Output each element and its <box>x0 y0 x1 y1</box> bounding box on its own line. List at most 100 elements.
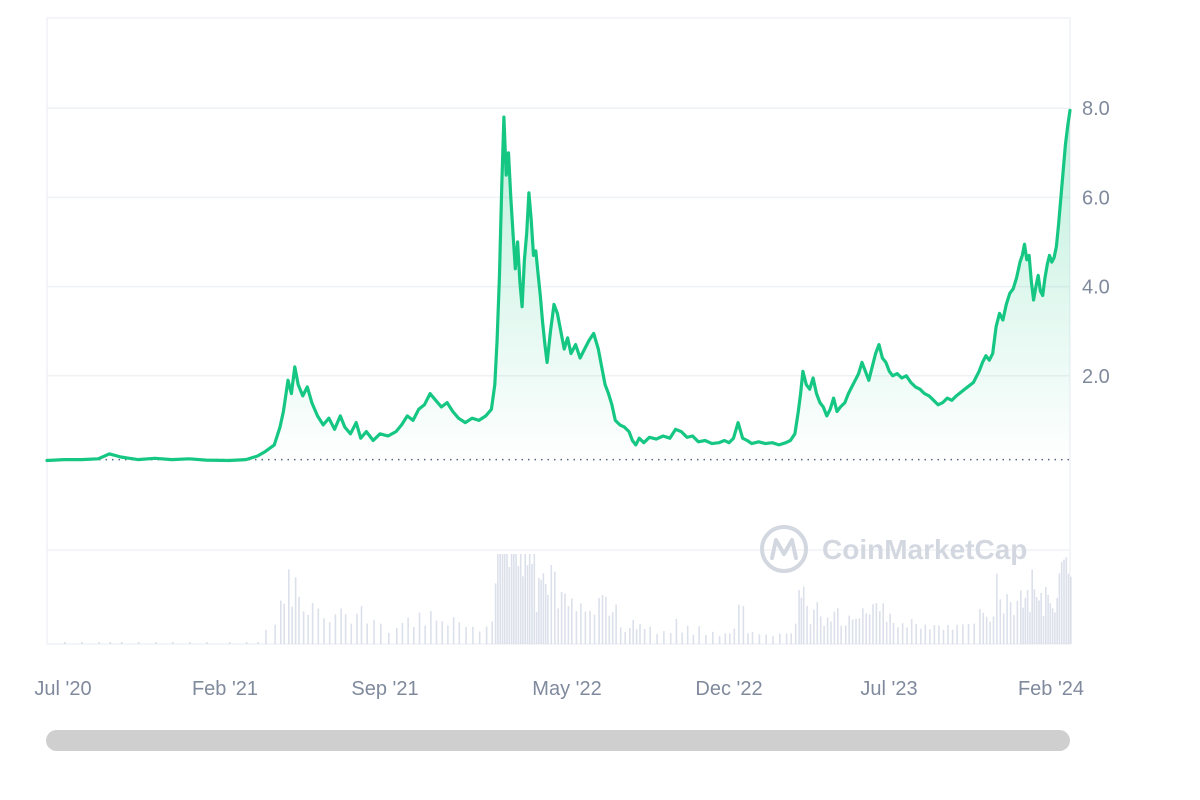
price-area <box>47 110 1070 466</box>
volume-bar <box>692 634 695 644</box>
volume-bar <box>503 554 506 644</box>
volume-bar <box>1049 603 1052 644</box>
volume-bar <box>656 634 658 644</box>
volume-bar <box>669 633 672 644</box>
volume-bar <box>635 629 638 644</box>
volume-bar <box>447 625 449 644</box>
volume-bar <box>985 616 988 644</box>
volume-bar <box>1042 615 1045 644</box>
volume-bar <box>1022 607 1024 644</box>
volume-bar <box>938 625 940 644</box>
volume-bar <box>933 625 936 644</box>
volume-bar <box>540 579 542 644</box>
volume-bar <box>494 583 497 644</box>
volume-bar <box>98 642 100 644</box>
volume-bar <box>1020 590 1022 644</box>
volume-bar <box>956 624 958 644</box>
volume-bar <box>742 606 745 644</box>
volume-bar <box>826 617 829 644</box>
volume-bar <box>452 617 455 644</box>
volume-bar <box>999 599 1002 644</box>
volume-bar <box>274 624 276 644</box>
volume-bar <box>288 569 290 644</box>
x-tick-label: Jul '20 <box>34 678 91 700</box>
volume-bar <box>257 642 259 644</box>
x-tick-label: Dec '22 <box>695 678 762 700</box>
volume-bar <box>989 621 991 644</box>
volume-bar <box>611 612 614 644</box>
volume-bar <box>865 613 867 644</box>
volume-bar <box>265 629 267 644</box>
volume-bar <box>564 593 566 644</box>
volume-bar <box>81 642 83 644</box>
volume-bar <box>875 603 878 644</box>
volume-bar <box>1070 576 1072 644</box>
volume-bar <box>681 632 683 644</box>
volume-bar <box>340 608 342 644</box>
volume-bar <box>973 623 975 644</box>
volume-bar <box>601 595 604 644</box>
volume-bar <box>698 626 700 644</box>
volume-bar <box>840 625 842 644</box>
volume-bar <box>109 642 112 644</box>
volume-bar <box>373 619 375 644</box>
volume-bar <box>64 642 66 644</box>
volume-bar <box>560 592 563 644</box>
volume-bar <box>1038 600 1040 644</box>
volume-bar <box>513 554 515 644</box>
volume-bar <box>868 614 871 644</box>
volume-bar <box>589 610 591 644</box>
volume-bar <box>765 634 767 644</box>
volume-bar <box>533 554 536 644</box>
volume-bar <box>951 629 954 644</box>
volume-bar <box>1029 612 1031 644</box>
volume-bar <box>334 614 337 644</box>
volume-bar <box>344 614 347 644</box>
volume-bar <box>1026 590 1029 644</box>
volume-bar <box>897 627 899 644</box>
volume-bar <box>519 554 522 644</box>
volume-bar <box>733 628 736 644</box>
volume-bar <box>649 626 651 644</box>
volume-bar <box>758 634 761 644</box>
volume-bar <box>1002 613 1005 644</box>
volume-bar <box>567 606 570 644</box>
volume-bar <box>542 573 545 644</box>
volume-bar <box>360 606 363 644</box>
volume-bar <box>1063 559 1065 644</box>
volume-bar <box>833 611 836 644</box>
volume-bar <box>120 642 123 644</box>
scrollbar-thumb[interactable] <box>46 730 1070 751</box>
volume-bar <box>302 611 305 644</box>
volume-bar <box>712 631 714 644</box>
volume-bar <box>401 622 404 644</box>
volume-bar <box>1035 597 1038 644</box>
volume-bar <box>280 600 282 644</box>
volume-bar <box>323 618 325 644</box>
volume-bar <box>1013 615 1015 644</box>
y-tick-label: 6.0 <box>1082 187 1110 209</box>
volume-bar <box>830 621 832 644</box>
volume-bar <box>962 624 964 644</box>
volume-bar <box>388 632 390 644</box>
volume-bar <box>837 608 839 644</box>
volume-bar <box>823 625 825 644</box>
volume-bar <box>729 633 731 644</box>
volume-bar <box>485 626 488 644</box>
volume-bar <box>554 571 556 644</box>
x-tick-label: Feb '21 <box>192 678 258 700</box>
volume-bar <box>947 625 949 644</box>
volume-bar <box>910 619 913 644</box>
volume-bar <box>608 615 611 644</box>
volume-bar <box>751 631 754 644</box>
volume-bar <box>1006 594 1008 644</box>
volume-bar <box>929 629 931 644</box>
volume-bar <box>605 596 607 644</box>
volume-bar <box>663 631 665 644</box>
volume-bar <box>992 616 995 644</box>
volume-bar <box>396 628 398 644</box>
volume-bar <box>819 616 822 644</box>
volume-bar <box>979 609 981 644</box>
volume-bar <box>598 598 600 644</box>
volume-bar <box>862 608 864 644</box>
